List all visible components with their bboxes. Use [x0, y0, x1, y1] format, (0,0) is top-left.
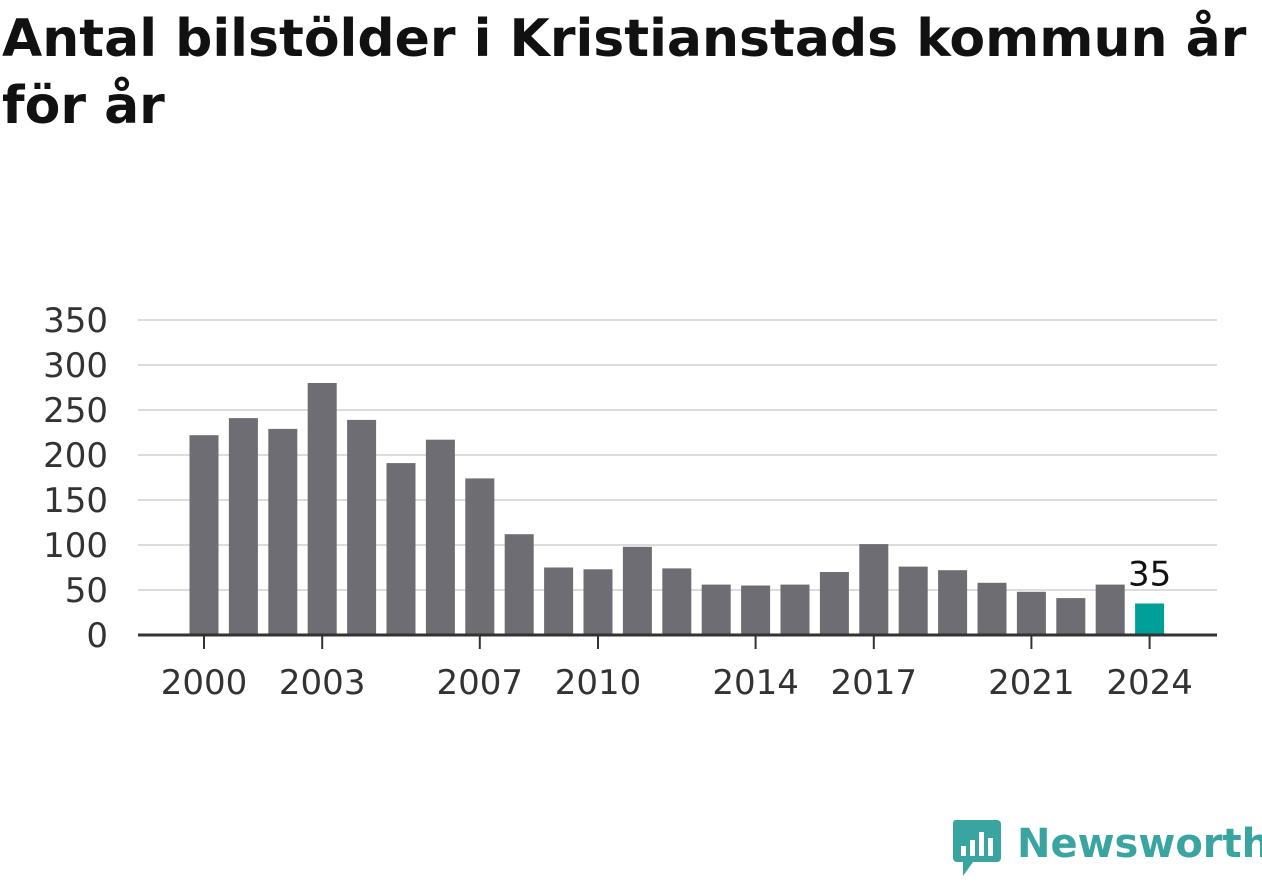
bar-2001 — [228, 418, 258, 635]
x-tick-label: 2021 — [988, 663, 1075, 703]
x-tick-label: 2014 — [712, 663, 799, 703]
bar-2016 — [819, 572, 849, 635]
y-tick-label: 200 — [43, 436, 108, 476]
data-label-highlight: 35 — [1128, 555, 1171, 595]
x-tick-label: 2024 — [1106, 663, 1193, 703]
x-axis: 2000 2003 2007 2010 2014 2017 2021 2024 — [138, 633, 1217, 703]
bar-2009 — [544, 567, 574, 635]
bar-2023 — [1095, 584, 1125, 635]
y-tick-label: 350 — [43, 301, 108, 341]
bar-2022 — [1056, 598, 1086, 635]
x-tick-label: 2010 — [555, 663, 642, 703]
bar-2015 — [780, 584, 810, 635]
bar-2004 — [347, 419, 377, 635]
bar-2014 — [741, 585, 771, 635]
bars — [189, 383, 1165, 635]
bar-2005 — [386, 463, 416, 635]
bar-2018 — [898, 566, 928, 635]
x-tick-label: 2000 — [161, 663, 248, 703]
bar-2007 — [465, 478, 495, 635]
y-tick-label: 300 — [43, 346, 108, 386]
x-tick-label: 2017 — [831, 663, 918, 703]
bar-2002 — [268, 428, 298, 635]
bar-2008 — [504, 534, 534, 635]
bar-2000 — [189, 435, 219, 635]
newsworthy-logo-icon — [952, 820, 1001, 876]
bar-2003 — [307, 383, 337, 635]
grid-lines — [138, 319, 1217, 591]
bar-2021 — [1016, 591, 1046, 635]
x-tick-label: 2003 — [279, 663, 366, 703]
bar-2011 — [622, 546, 652, 635]
x-tick-label: 2007 — [437, 663, 524, 703]
y-tick-label: 100 — [43, 526, 108, 566]
bar-2012 — [662, 568, 692, 635]
bar-2020 — [977, 582, 1007, 635]
bar-2013 — [701, 584, 731, 635]
y-tick-label: 0 — [86, 616, 108, 656]
bar-2006 — [425, 439, 455, 635]
y-axis-tick-labels: 0 50 100 150 200 250 300 350 — [43, 301, 108, 656]
bar-2024 — [1135, 603, 1165, 635]
newsworthy-logo: Newsworthy — [951, 818, 1262, 878]
bar-2010 — [583, 569, 613, 635]
y-tick-label: 250 — [43, 391, 108, 431]
bar-2017 — [859, 544, 889, 635]
y-tick-label: 150 — [43, 481, 108, 521]
y-tick-label: 50 — [65, 571, 108, 611]
bar-2019 — [938, 570, 968, 635]
newsworthy-logo-text: Newsworthy — [1017, 821, 1262, 867]
chart-title: Antal bilstölder i Kristianstads kommun … — [2, 9, 1247, 136]
data-labels: 35 — [1128, 555, 1171, 595]
